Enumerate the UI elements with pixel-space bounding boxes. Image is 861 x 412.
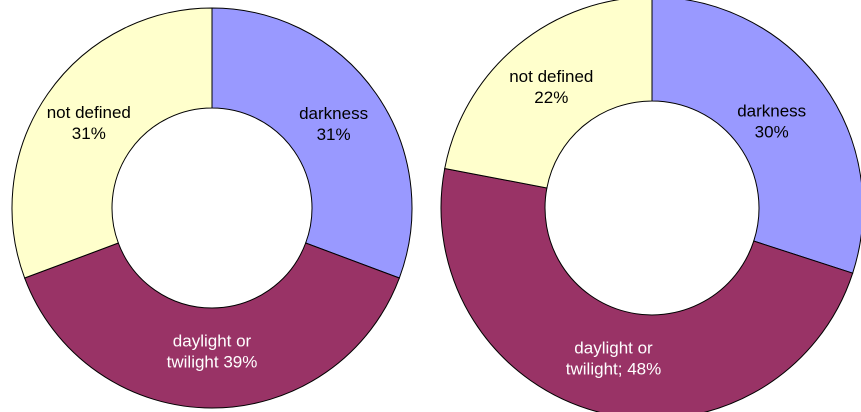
slice-not-defined: [444, 0, 653, 189]
slice-daylight-or-twilight: [24, 242, 400, 409]
slice-label-darkness: darkness 30%: [737, 102, 806, 142]
donut-chart-1: darkness 31% daylight or twilight 39% not de…: [11, 7, 413, 409]
slice-daylight-or-twilight: [440, 167, 854, 412]
slice-label-daylight-or-twilight: daylight or twilight 39%: [167, 332, 258, 372]
donut-chart-2: darkness 30% daylight or twilight; 48% not d…: [440, 0, 861, 412]
slice-not-defined: [11, 7, 213, 279]
slice-label-darkness: darkness 31%: [299, 104, 368, 144]
slice-label-not-defined: not defined 22%: [509, 67, 593, 107]
slice-darkness: [651, 0, 861, 274]
slice-label-not-defined: not defined 31%: [47, 103, 131, 143]
slice-darkness: [211, 7, 413, 279]
slice-label-daylight-or-twilight: daylight or twilight; 48%: [566, 339, 661, 379]
